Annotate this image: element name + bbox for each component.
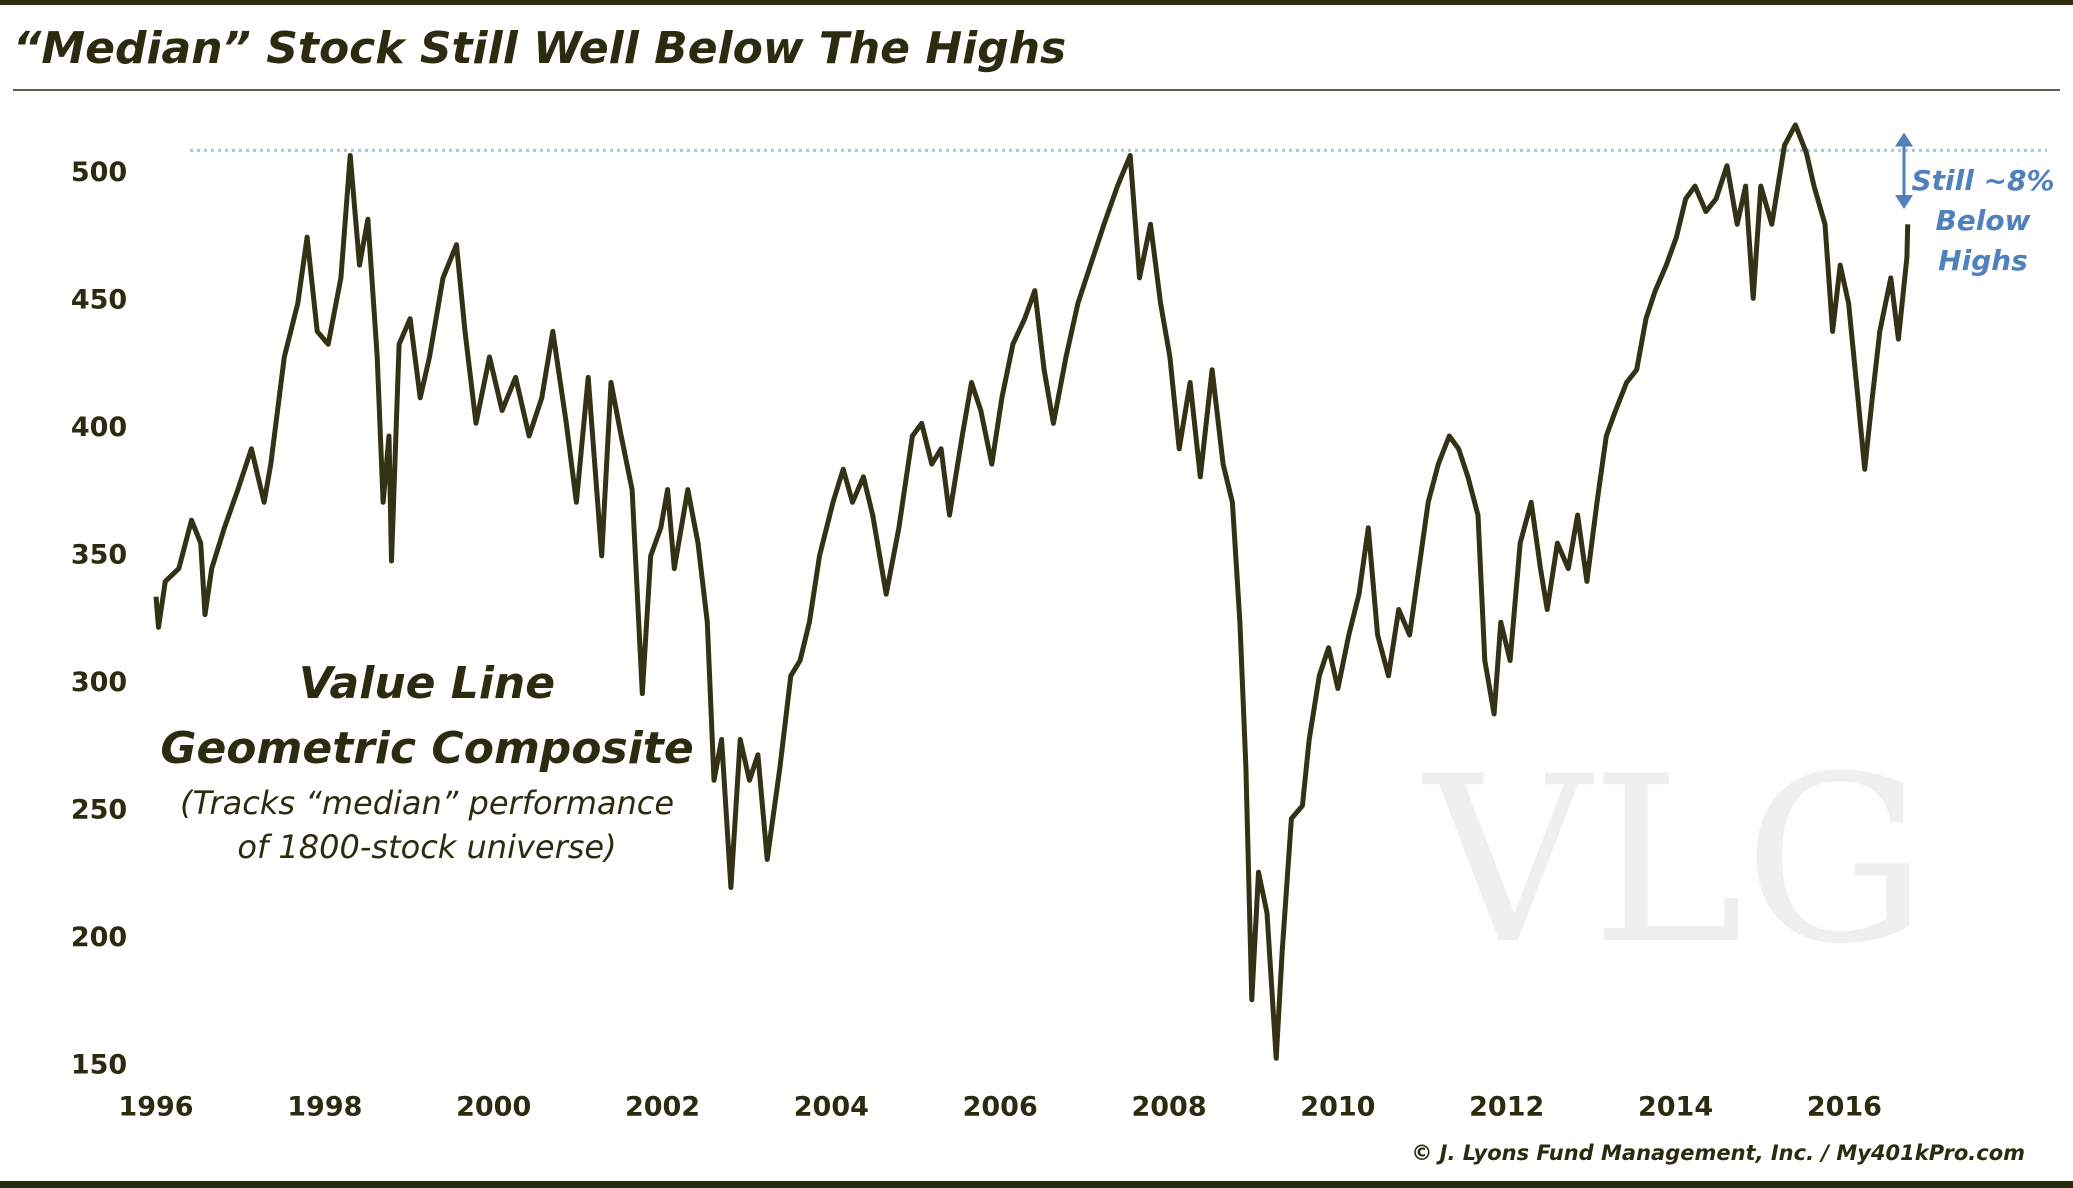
x-tick-label: 2014 [1638,1092,1713,1123]
x-tick-label: 2000 [456,1092,531,1123]
data-line [153,122,1911,1061]
chart-title: “Median” Stock Still Well Below The High… [13,23,1066,74]
y-tick-label: 250 [71,794,127,825]
inset-title: Value Line [299,658,555,709]
x-tick-label: 2004 [794,1092,869,1123]
annotation: Still ~8% [1911,164,2054,197]
y-tick-label: 400 [71,412,127,443]
source: © J. Lyons Fund Management, Inc. / My401… [1411,1141,2025,1165]
y-tick-label: 450 [71,284,127,315]
y-tick-label: 300 [71,667,127,698]
annotation: Below [1935,204,2030,237]
x-tick-label: 2010 [1300,1092,1375,1123]
inset-title: Geometric Composite [160,723,693,774]
y-tick-label: 200 [71,922,127,953]
y-tick-label: 150 [71,1050,127,1081]
x-tick-label: 2012 [1469,1092,1544,1123]
watermark: VLG [1422,728,1928,995]
x-tick-label: 2002 [625,1092,700,1123]
plot: 150 200 250 300 350 400 450 500 1996 1998 2000 2002… [71,122,2047,1123]
y-tick-label: 350 [71,539,127,570]
top-bar [0,0,2073,5]
arrow-head [1895,132,1913,147]
x-tick-label: 2016 [1807,1092,1882,1123]
x-tick-label: 1998 [287,1092,362,1123]
bottom-bar [0,1181,2073,1188]
x-tick-label: 2008 [1131,1092,1206,1123]
annotation: Highs [1938,244,2028,277]
inset-note: of 1800-stock universe) [237,828,616,866]
inset-note: (Tracks “median” performance [180,784,674,822]
y-tick-label: 500 [71,157,127,188]
x-tick-label: 2006 [963,1092,1038,1123]
arrow-head [1895,195,1913,210]
x-tick-label: 1996 [118,1092,193,1123]
